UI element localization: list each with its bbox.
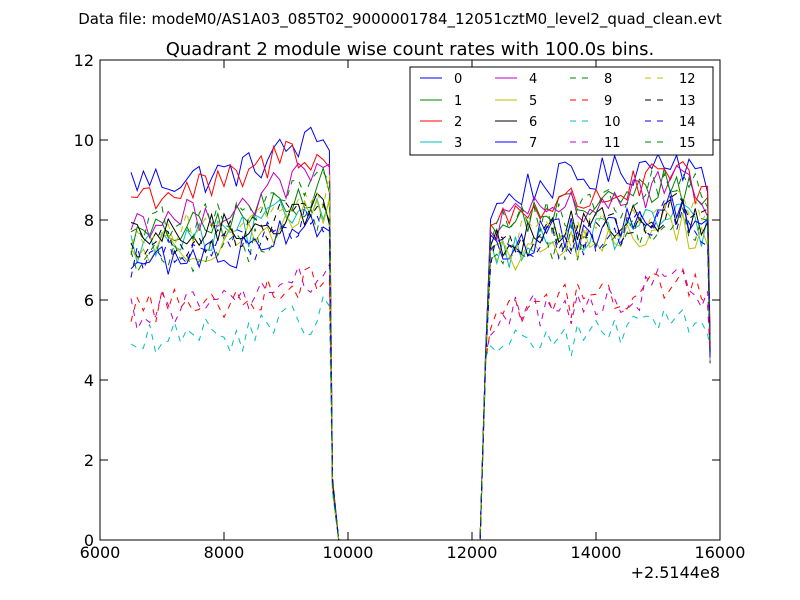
- series-line-12: [130, 174, 711, 541]
- legend-label-12: 12: [679, 72, 696, 87]
- legend-label-10: 10: [604, 115, 621, 130]
- y-tick-label: 10: [74, 131, 94, 150]
- legend-label-6: 6: [529, 115, 537, 130]
- legend-label-1: 1: [454, 94, 462, 109]
- legend-box: [409, 66, 714, 156]
- legend-label-11: 11: [604, 136, 621, 151]
- series-layer: [130, 126, 711, 541]
- legend-label-14: 14: [679, 115, 696, 130]
- x-tick-label: 14000: [571, 543, 622, 562]
- y-tick-label: 6: [84, 291, 94, 310]
- data-file-label: Data file: modeM0/AS1A03_085T02_90000017…: [78, 10, 722, 29]
- x-tick-label: 8000: [204, 543, 245, 562]
- legend-label-2: 2: [454, 115, 462, 130]
- x-axis-offset-label: +2.5144e8: [631, 563, 720, 582]
- chart-title: Quadrant 2 module wise count rates with …: [166, 39, 655, 60]
- series-line-9: [130, 265, 711, 541]
- y-tick-label: 4: [84, 371, 94, 390]
- legend-label-9: 9: [604, 94, 612, 109]
- legend-label-13: 13: [679, 94, 696, 109]
- x-tick-label: 10000: [323, 543, 374, 562]
- y-tick-label: 2: [84, 451, 94, 470]
- legend-label-7: 7: [529, 136, 537, 151]
- series-line-11: [130, 262, 711, 541]
- x-axis: 6000 8000 10000 12000 14000 16000: [80, 60, 746, 562]
- x-tick-label: 16000: [695, 543, 746, 562]
- series-line-10: [130, 295, 711, 541]
- y-tick-label: 0: [84, 531, 94, 550]
- y-tick-label: 12: [74, 51, 94, 70]
- legend-label-4: 4: [529, 72, 537, 87]
- x-tick-label: 12000: [447, 543, 498, 562]
- series-line-13: [130, 192, 711, 541]
- legend-label-3: 3: [454, 136, 462, 151]
- legend-label-0: 0: [454, 72, 462, 87]
- legend-label-5: 5: [529, 94, 537, 109]
- legend-label-15: 15: [679, 136, 696, 151]
- legend-label-8: 8: [604, 72, 612, 87]
- y-tick-label: 8: [84, 211, 94, 230]
- x-tick-label: 6000: [80, 543, 121, 562]
